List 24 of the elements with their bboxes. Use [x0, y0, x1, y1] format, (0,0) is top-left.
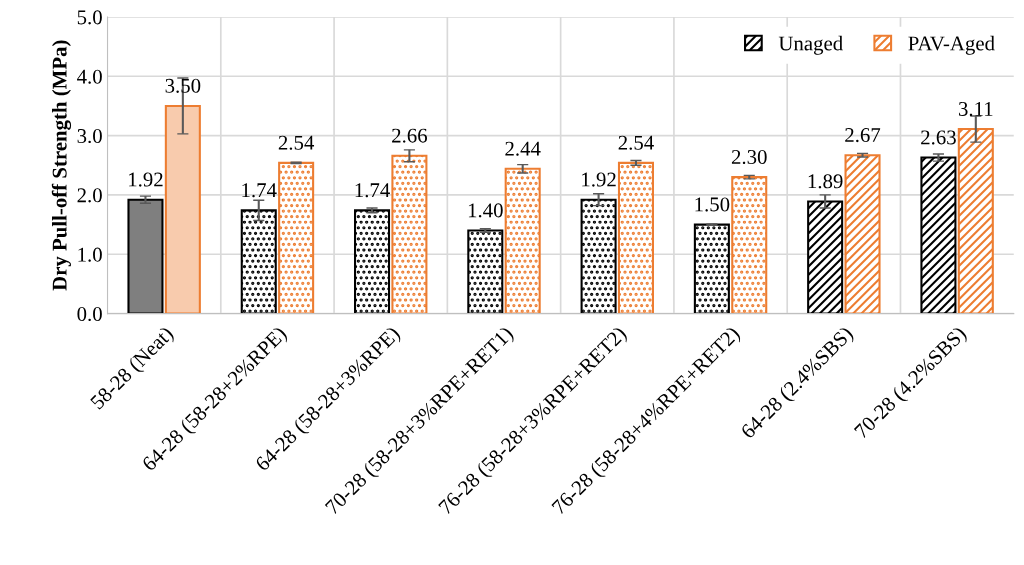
- y-tick-label: 1.0: [78, 247, 102, 262]
- data-label: 3.11: [958, 101, 993, 117]
- y-tick-label: 0.0: [77, 306, 102, 322]
- y-tick-label: 5.0: [77, 10, 102, 25]
- data-label: 1.89: [808, 174, 843, 189]
- data-label: 2.67: [845, 128, 881, 143]
- data-label: 2.44: [505, 141, 541, 156]
- data-label: 1.40: [468, 203, 503, 218]
- data-label: 2.63: [921, 130, 956, 145]
- data-label: 1.92: [129, 172, 163, 187]
- data-label: 2.54: [618, 135, 654, 150]
- data-label: 1.50: [695, 197, 730, 212]
- y-tick-label: 4.0: [77, 69, 102, 84]
- y-tick-label: 2.0: [77, 188, 102, 203]
- data-label: 2.66: [392, 128, 428, 143]
- legend-label: PAV-Aged: [908, 35, 995, 55]
- legend-label: Unaged: [778, 35, 843, 55]
- data-label: 1.92: [582, 172, 616, 187]
- data-label: 1.74: [242, 183, 277, 198]
- data-label: 2.54: [278, 135, 315, 150]
- data-label: 2.30: [731, 149, 767, 165]
- y-tick-label: 3.0: [77, 128, 102, 144]
- y-axis-title: Dry Pull-off Strength (MPa): [51, 40, 72, 291]
- data-label: 1.74: [355, 183, 390, 198]
